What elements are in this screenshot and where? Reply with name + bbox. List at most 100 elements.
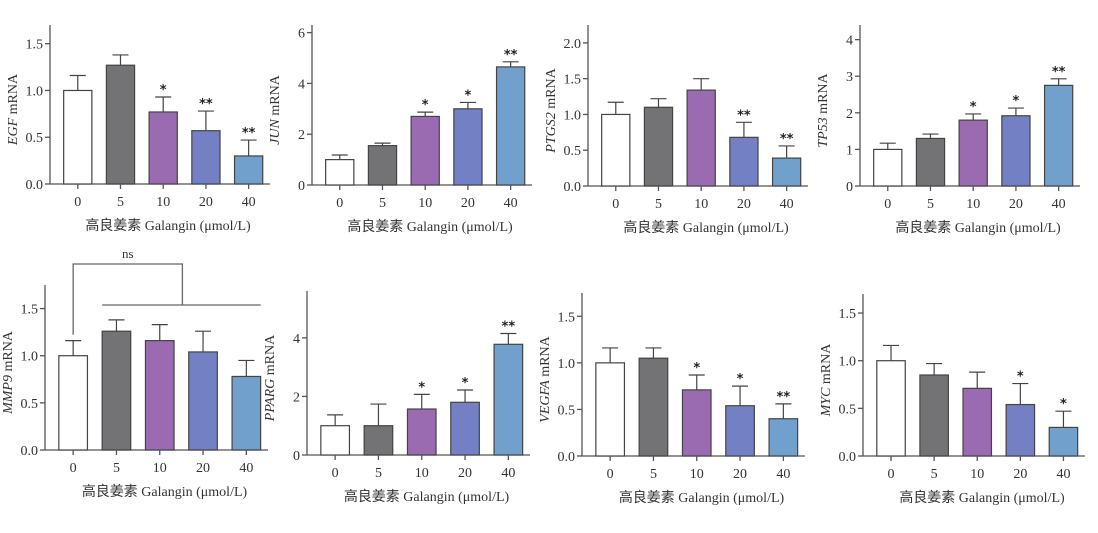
bar — [101, 330, 132, 451]
bar — [768, 418, 799, 457]
significance-marker: * — [160, 83, 167, 98]
bar — [495, 66, 526, 186]
x-tick-label: 20 — [196, 461, 210, 476]
bar — [144, 340, 175, 451]
x-axis-label: 高良姜素 Galangin (μmol/L) — [347, 218, 513, 235]
y-tick-label: 0.0 — [21, 444, 39, 459]
x-tick-label: 10 — [970, 467, 984, 482]
x-tick-label: 10 — [690, 467, 704, 482]
x-tick-label: 10 — [153, 461, 167, 476]
bar — [58, 355, 89, 451]
x-tick-label: 40 — [501, 466, 515, 481]
y-tick-label: 2.0 — [564, 37, 582, 52]
x-tick-label: 0 — [607, 467, 614, 482]
bar — [410, 115, 440, 186]
y-tick-label: 2 — [293, 390, 300, 405]
x-axis-label: 高良姜素 Galangin (μmol/L) — [85, 217, 251, 234]
bar — [63, 89, 93, 185]
bar — [367, 145, 398, 186]
y-axis-unit: mRNA — [544, 67, 559, 112]
bar — [643, 106, 674, 187]
y-tick-label: 0.5 — [558, 403, 576, 418]
ns-label: ns — [122, 246, 134, 261]
bar — [962, 387, 993, 457]
x-tick-label: 0 — [336, 196, 343, 211]
gene-name: EGF — [6, 117, 21, 146]
y-axis-label: PPARG mRNA — [263, 334, 278, 422]
y-tick-label: 0.5 — [21, 397, 39, 412]
y-tick-label: 0.5 — [839, 402, 857, 417]
bar — [450, 401, 480, 456]
x-tick-label: 5 — [655, 197, 662, 212]
y-tick-label: 1.0 — [839, 355, 857, 370]
y-axis-label: JUN mRNA — [268, 74, 283, 145]
panel-vegfa: 0.0 0.5 1.0 1.5 VEGFA mRNA 0 5 * 10 * 20 ** 40 高良姜素 G… — [538, 293, 805, 506]
x-tick-label: 0 — [70, 461, 77, 476]
y-tick-label: 1.5 — [558, 310, 576, 325]
x-tick-label: 20 — [199, 195, 213, 210]
y-tick-label: 1.0 — [564, 108, 582, 123]
x-axis-label: 高良姜素 Galangin (μmol/L) — [899, 489, 1065, 506]
y-axis-unit: mRNA — [1, 330, 16, 375]
x-tick-label: 10 — [966, 197, 980, 212]
y-axis-label: VEGFA mRNA — [538, 335, 553, 422]
significance-marker: ** — [504, 48, 518, 63]
bar — [1005, 403, 1036, 457]
panel-egf: 0.0 0.5 1.0 1.5 EGF mRNA 0 5 * 10 ** 20 ** 40 高良姜素 Ga… — [6, 25, 270, 234]
significance-marker: ** — [737, 108, 751, 123]
significance-marker: * — [418, 380, 425, 395]
x-tick-label: 5 — [650, 467, 657, 482]
y-axis-label: EGF mRNA — [6, 73, 21, 146]
significance-marker: * — [1017, 370, 1024, 385]
x-tick-label: 10 — [415, 466, 429, 481]
y-axis-label: PTGS2 mRNA — [544, 67, 559, 153]
y-tick-label: 2 — [298, 128, 305, 143]
x-tick-label: 0 — [612, 197, 619, 212]
x-tick-label: 0 — [332, 466, 339, 481]
panel-jun: 0 2 4 6 JUN mRNA 0 5 * 10 * 20 ** 40 高良姜素 Galangin (μ… — [268, 25, 532, 235]
gene-name: PTGS2 — [544, 112, 559, 153]
y-tick-label: 4 — [846, 34, 853, 49]
bar — [1043, 84, 1074, 187]
x-tick-label: 5 — [931, 467, 938, 482]
x-tick-label: 0 — [74, 195, 81, 210]
y-tick-label: 3 — [846, 70, 853, 85]
x-tick-label: 20 — [458, 466, 472, 481]
significance-marker: ** — [242, 126, 256, 141]
x-tick-label: 5 — [379, 196, 386, 211]
x-tick-label: 10 — [418, 196, 432, 211]
y-axis-label: TP53 mRNA — [816, 72, 831, 147]
x-axis-label: 高良姜素 Galangin (μmol/L) — [895, 219, 1061, 236]
bar — [363, 425, 394, 456]
significance-marker: ** — [777, 390, 791, 405]
x-tick-label: 40 — [1056, 467, 1070, 482]
y-axis-unit: mRNA — [6, 73, 21, 118]
y-axis-label: MYC mRNA — [819, 343, 834, 418]
x-tick-label: 10 — [694, 197, 708, 212]
y-tick-label: 0.0 — [839, 450, 857, 465]
bar — [105, 64, 136, 185]
comparison-bracket — [72, 263, 184, 335]
x-tick-label: 40 — [780, 197, 794, 212]
y-tick-label: 0 — [846, 180, 853, 195]
gene-name: PPARG — [263, 379, 278, 423]
gene-name: MYC — [819, 387, 834, 417]
y-tick-label: 1.5 — [564, 73, 582, 88]
bar — [876, 360, 906, 457]
y-tick-label: 0.0 — [26, 178, 44, 193]
bar — [453, 108, 483, 186]
y-tick-label: 0 — [298, 179, 305, 194]
bar — [325, 159, 355, 186]
y-axis-unit: mRNA — [819, 343, 834, 388]
x-axis-label: 高良姜素 Galangin (μmol/L) — [623, 219, 789, 236]
x-tick-label: 40 — [776, 467, 790, 482]
bar — [915, 137, 946, 187]
bar — [1001, 115, 1031, 187]
panel-tp53: 0 1 2 3 4 TP53 mRNA 0 5 * 10 * 20 ** 40 高良姜素 Galangin … — [816, 25, 1080, 236]
x-tick-label: 5 — [113, 461, 120, 476]
bar — [233, 155, 264, 185]
y-tick-label: 0.0 — [564, 180, 582, 195]
significance-marker: * — [1060, 397, 1067, 412]
x-tick-label: 20 — [461, 196, 475, 211]
bar — [729, 136, 759, 187]
